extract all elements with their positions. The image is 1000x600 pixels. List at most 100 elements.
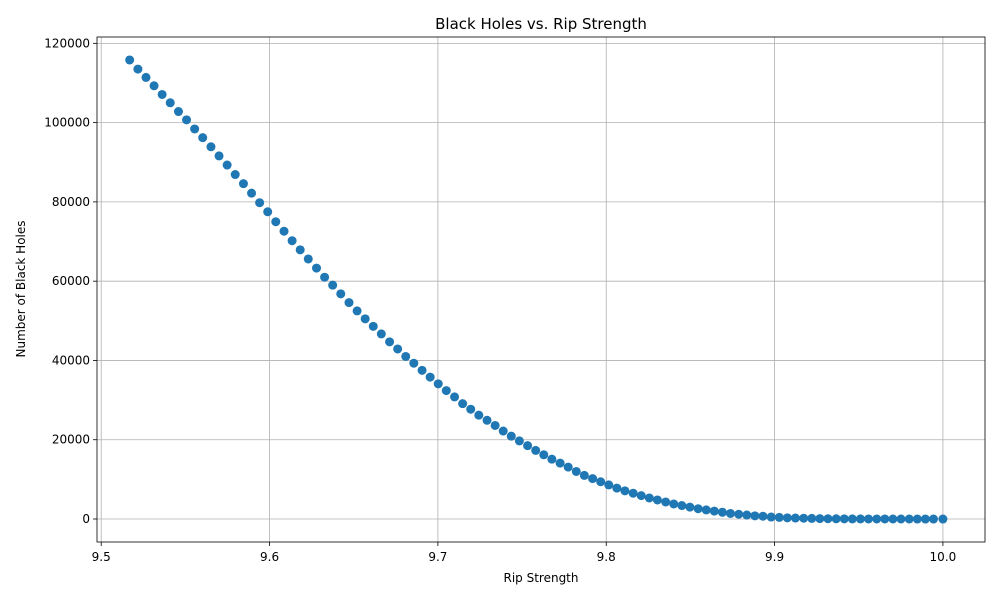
data-point [717,507,727,517]
data-point [312,263,322,273]
data-point [928,514,938,524]
data-point [523,441,533,451]
data-point [287,236,297,246]
data-point [782,513,792,523]
data-point [896,514,906,524]
y-tick-label: 40000 [52,353,90,367]
data-point [742,510,752,520]
data-point [498,426,508,436]
x-tick-label: 9.6 [260,550,279,564]
x-tick-label: 9.8 [597,550,616,564]
data-point [750,511,760,521]
data-point [677,501,687,511]
data-point [725,508,735,518]
chart-title: Black Holes vs. Rip Strength [435,15,647,33]
data-point [368,321,378,331]
data-point [506,431,516,441]
data-point [807,513,817,523]
data-point [831,514,841,524]
x-tick-label: 9.9 [765,550,784,564]
data-point [539,450,549,460]
data-point [912,514,922,524]
data-point [263,207,273,217]
data-point [360,314,370,324]
data-point [206,142,216,152]
y-tick-label: 20000 [52,433,90,447]
data-point [547,454,557,464]
data-point [417,365,427,375]
data-point [636,491,646,501]
data-point [401,351,411,361]
plot-area-frame [96,36,986,543]
data-point [880,514,890,524]
data-point [490,420,500,430]
data-point [247,188,257,198]
data-point [441,386,451,396]
data-point [458,399,468,409]
data-point [466,404,476,414]
data-point [190,124,200,134]
data-point [230,170,240,180]
data-point [238,179,248,189]
data-point [604,480,614,490]
data-point [823,514,833,524]
data-point [644,493,654,503]
x-axis-ticks: 9.5 9.6 9.7 9.8 9.9 10.0 [92,542,956,564]
data-point [709,506,719,516]
data-point [450,392,460,402]
data-point [125,55,135,65]
data-point [165,98,175,108]
data-point [938,514,948,524]
data-point [855,514,865,524]
data-point [157,89,167,99]
y-tick-label: 0 [82,512,90,526]
data-point [482,415,492,425]
data-point [271,217,281,227]
data-point [799,513,809,523]
data-point [198,133,208,143]
data-point [133,64,143,74]
data-point [295,245,305,255]
data-point [790,513,800,523]
data-point [149,81,159,91]
data-point [701,505,711,515]
data-point [352,306,362,316]
data-point [588,474,598,484]
data-point [320,272,330,282]
data-point [563,462,573,472]
data-point [336,289,346,299]
data-point [433,379,443,389]
data-point [328,280,338,290]
data-point [839,514,849,524]
y-tick-label: 100000 [44,116,90,130]
data-point [920,514,930,524]
data-point [693,504,703,514]
data-point [303,254,313,264]
x-tick-label: 9.5 [92,550,111,564]
y-tick-label: 80000 [52,195,90,209]
data-point [531,445,541,455]
data-point [766,512,776,522]
data-point [222,160,232,170]
data-point [661,497,671,507]
data-point [620,486,630,496]
data-point [385,337,395,347]
y-axis-ticks: 0 20000 40000 60000 80000 100000 120000 [44,36,97,526]
y-tick-label: 60000 [52,274,90,288]
data-point [579,470,589,480]
data-point [571,466,581,476]
x-axis-label: Rip Strength [503,571,578,585]
grid-lines [97,37,985,542]
data-point [872,514,882,524]
data-point [376,329,386,339]
data-point [888,514,898,524]
data-point [409,358,419,368]
data-point [734,509,744,519]
data-point [393,344,403,354]
y-tick-label: 120000 [44,36,90,50]
y-axis-label: Number of Black Holes [14,220,28,357]
data-point [173,107,183,117]
data-point [596,477,606,487]
